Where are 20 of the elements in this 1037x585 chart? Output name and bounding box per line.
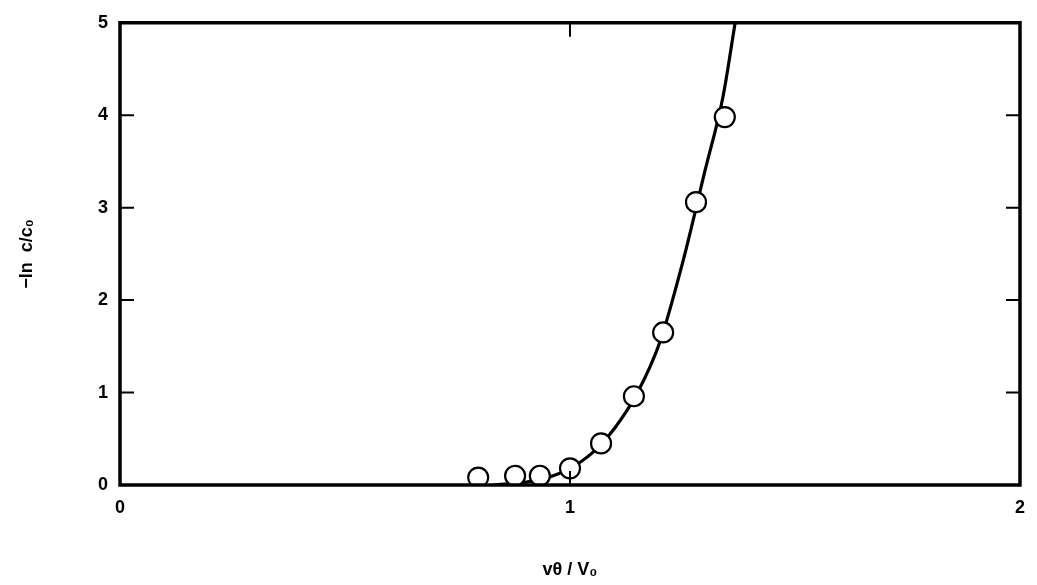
- y-tick-label: 4: [97, 104, 108, 125]
- y-tick-label: 0: [97, 473, 108, 494]
- x-axis-title: vθ / V₀: [542, 559, 598, 580]
- point: [589, 432, 613, 455]
- y-tick-label: 3: [97, 196, 108, 217]
- x-tick-label: 0: [114, 496, 126, 517]
- y-tick-label: 5: [97, 11, 108, 32]
- y-tick-label: 2: [97, 289, 108, 310]
- y-tick-label: 1: [97, 381, 108, 402]
- point: [467, 466, 490, 485]
- point: [558, 457, 582, 480]
- x-tick-label: 1: [564, 496, 576, 517]
- point: [713, 105, 736, 129]
- point: [622, 385, 645, 408]
- point: [684, 191, 708, 214]
- point: [504, 464, 527, 485]
- point: [652, 321, 675, 344]
- point: [528, 464, 551, 485]
- y-axis-title: −ln c/c₀: [15, 219, 36, 289]
- x-tick-label: 2: [1014, 496, 1025, 517]
